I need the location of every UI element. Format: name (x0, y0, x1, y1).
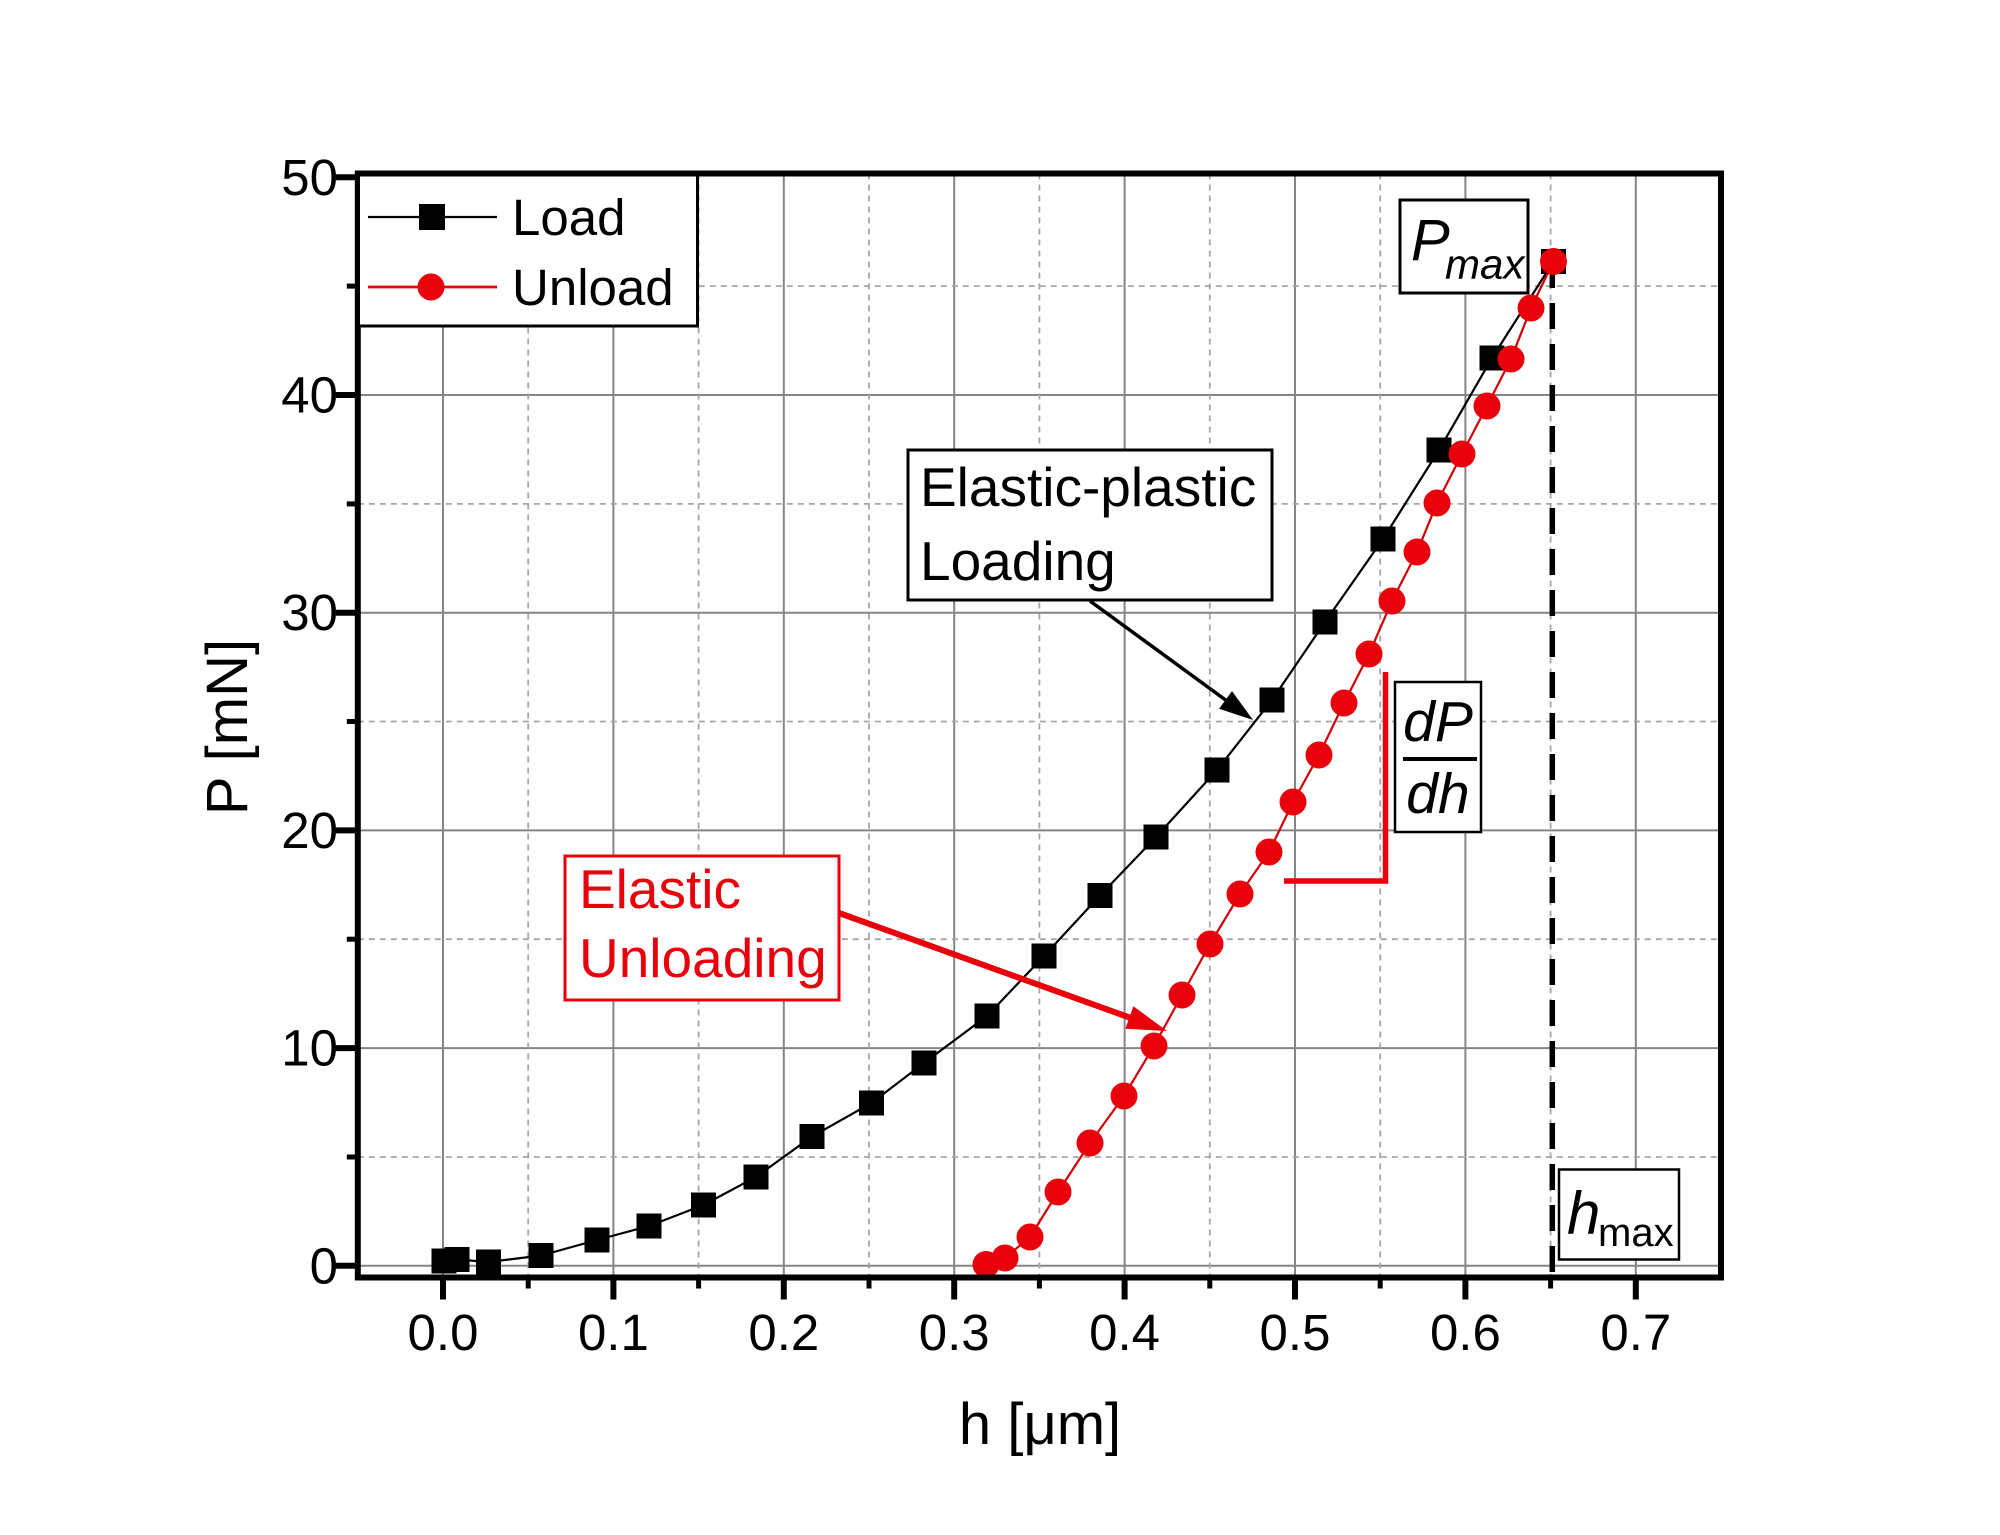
svg-text:0.7: 0.7 (1600, 1304, 1671, 1361)
svg-text:Elastic-plastic: Elastic-plastic (920, 456, 1256, 518)
svg-text:h [μm]: h [μm] (959, 1392, 1121, 1457)
svg-text:0.0: 0.0 (408, 1304, 479, 1361)
svg-text:max: max (1445, 241, 1526, 288)
svg-text:Unload: Unload (512, 259, 674, 316)
svg-text:P: P (1411, 208, 1450, 273)
svg-text:20: 20 (281, 802, 338, 859)
svg-text:0.6: 0.6 (1430, 1304, 1501, 1361)
svg-text:30: 30 (281, 584, 338, 641)
svg-text:Elastic: Elastic (579, 858, 741, 920)
svg-text:0.3: 0.3 (919, 1304, 990, 1361)
svg-text:10: 10 (281, 1020, 338, 1077)
svg-text:50: 50 (281, 149, 338, 206)
svg-text:0.2: 0.2 (748, 1304, 819, 1361)
svg-text:0.1: 0.1 (578, 1304, 649, 1361)
svg-text:40: 40 (281, 367, 338, 424)
svg-text:dP: dP (1403, 690, 1473, 754)
svg-text:Unloading: Unloading (579, 927, 827, 989)
svg-text:0.4: 0.4 (1089, 1304, 1160, 1361)
svg-text:max: max (1598, 1211, 1674, 1255)
svg-text:dh: dh (1406, 762, 1469, 826)
svg-text:0: 0 (310, 1237, 338, 1294)
svg-text:h: h (1567, 1180, 1600, 1247)
svg-text:Loading: Loading (920, 530, 1116, 592)
svg-text:P [mN]: P [mN] (195, 639, 260, 815)
svg-text:Load: Load (512, 189, 625, 246)
svg-text:0.5: 0.5 (1260, 1304, 1331, 1361)
